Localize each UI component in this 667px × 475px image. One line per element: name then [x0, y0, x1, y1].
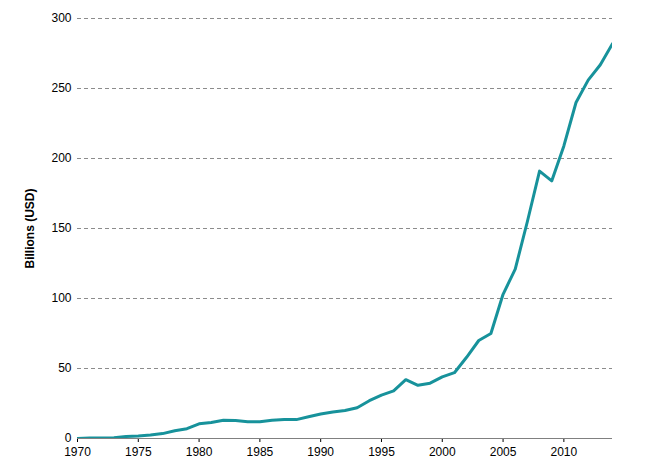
svg-text:200: 200 [51, 151, 71, 165]
svg-text:250: 250 [51, 81, 71, 95]
svg-text:300: 300 [51, 11, 71, 25]
svg-text:100: 100 [51, 291, 71, 305]
svg-text:1975: 1975 [125, 445, 152, 459]
svg-text:150: 150 [51, 221, 71, 235]
svg-text:1985: 1985 [247, 445, 274, 459]
svg-text:0: 0 [65, 431, 72, 445]
svg-text:1980: 1980 [186, 445, 213, 459]
svg-text:50: 50 [58, 361, 72, 375]
svg-text:2000: 2000 [429, 445, 456, 459]
svg-text:1990: 1990 [307, 445, 334, 459]
svg-text:2005: 2005 [490, 445, 517, 459]
svg-text:1970: 1970 [64, 445, 91, 459]
svg-text:1995: 1995 [368, 445, 395, 459]
svg-text:Billions (USD): Billions (USD) [23, 188, 37, 268]
svg-text:2010: 2010 [551, 445, 578, 459]
